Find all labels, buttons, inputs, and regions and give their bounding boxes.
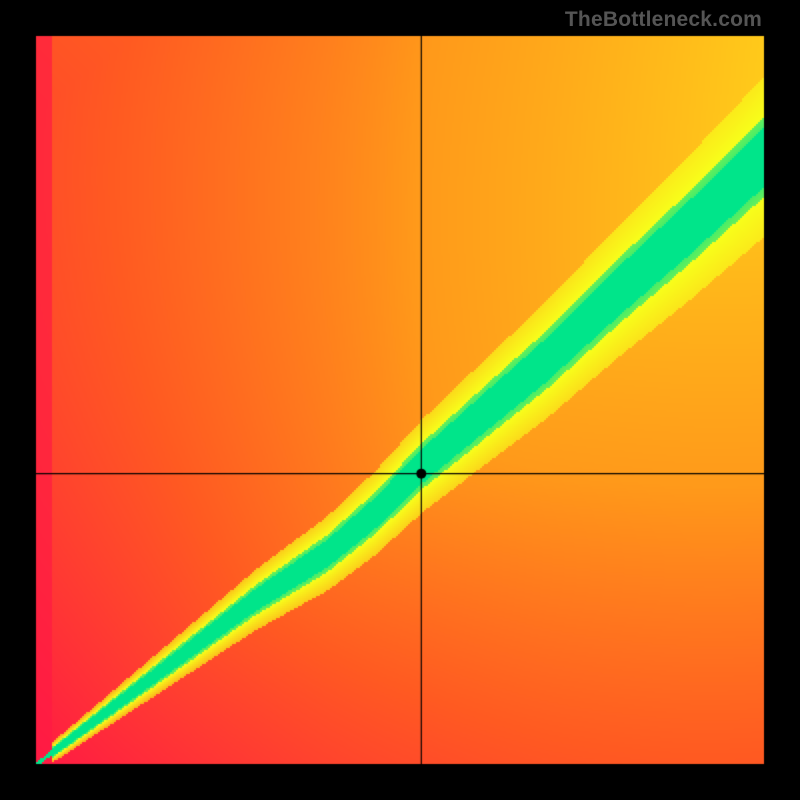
bottleneck-heatmap [0, 0, 800, 800]
watermark-text: TheBottleneck.com [565, 8, 762, 32]
